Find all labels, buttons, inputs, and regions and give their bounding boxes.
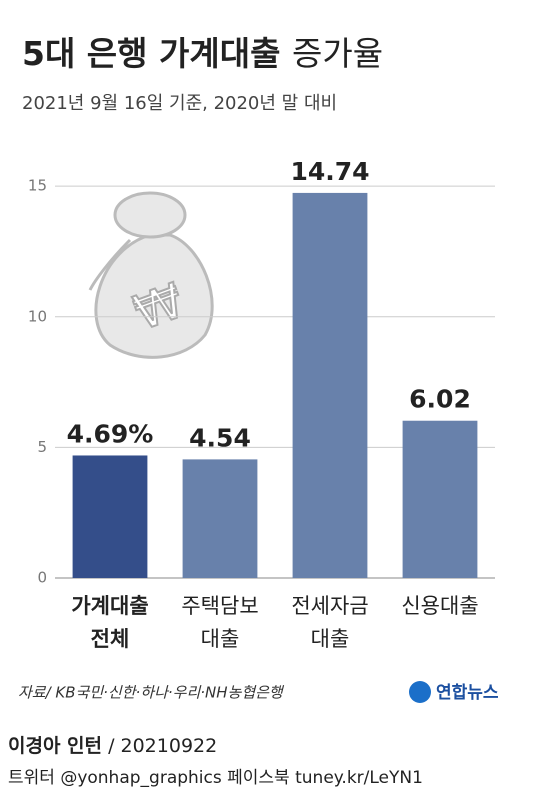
value-label: 4.69% (67, 419, 154, 448)
x-tick-label: 가계대출 (71, 594, 148, 618)
value-label: 6.02 (409, 385, 471, 414)
bar (402, 420, 478, 578)
logo-icon (409, 681, 431, 703)
bar (182, 459, 258, 578)
logo: 연합뉴스 (436, 682, 499, 703)
x-tick-label: 대출 (201, 627, 240, 651)
y-tick-label: 10 (28, 307, 47, 325)
y-tick-label: 15 (28, 177, 47, 195)
x-tick-label: 전세자금 (291, 594, 368, 618)
bar (292, 192, 368, 579)
x-tick-label: 전체 (91, 627, 130, 651)
credit: 이경아 인턴 / 20210922 (8, 735, 217, 757)
x-tick-label: 대출 (311, 627, 350, 651)
money-bag-icon: ₩ (88, 191, 214, 359)
y-tick-label: 5 (37, 438, 47, 456)
source: 자료/ KB국민·신한·하나·우리·NH농협은행 (18, 684, 285, 702)
x-tick-label: 주택담보 (181, 594, 258, 618)
x-tick-label: 신용대출 (401, 594, 478, 618)
value-label: 14.74 (290, 157, 369, 186)
y-tick-label: 0 (37, 569, 47, 587)
chart-subtitle: 2021년 9월 16일 기준, 2020년 말 대비 (22, 93, 337, 114)
bar (72, 455, 148, 578)
chart-title: 5대 은행 가계대출 증가율 (22, 34, 383, 73)
value-label: 4.54 (189, 423, 251, 452)
social: 트위터 @yonhap_graphics 페이스북 tuney.kr/LeYN1 (8, 768, 423, 788)
